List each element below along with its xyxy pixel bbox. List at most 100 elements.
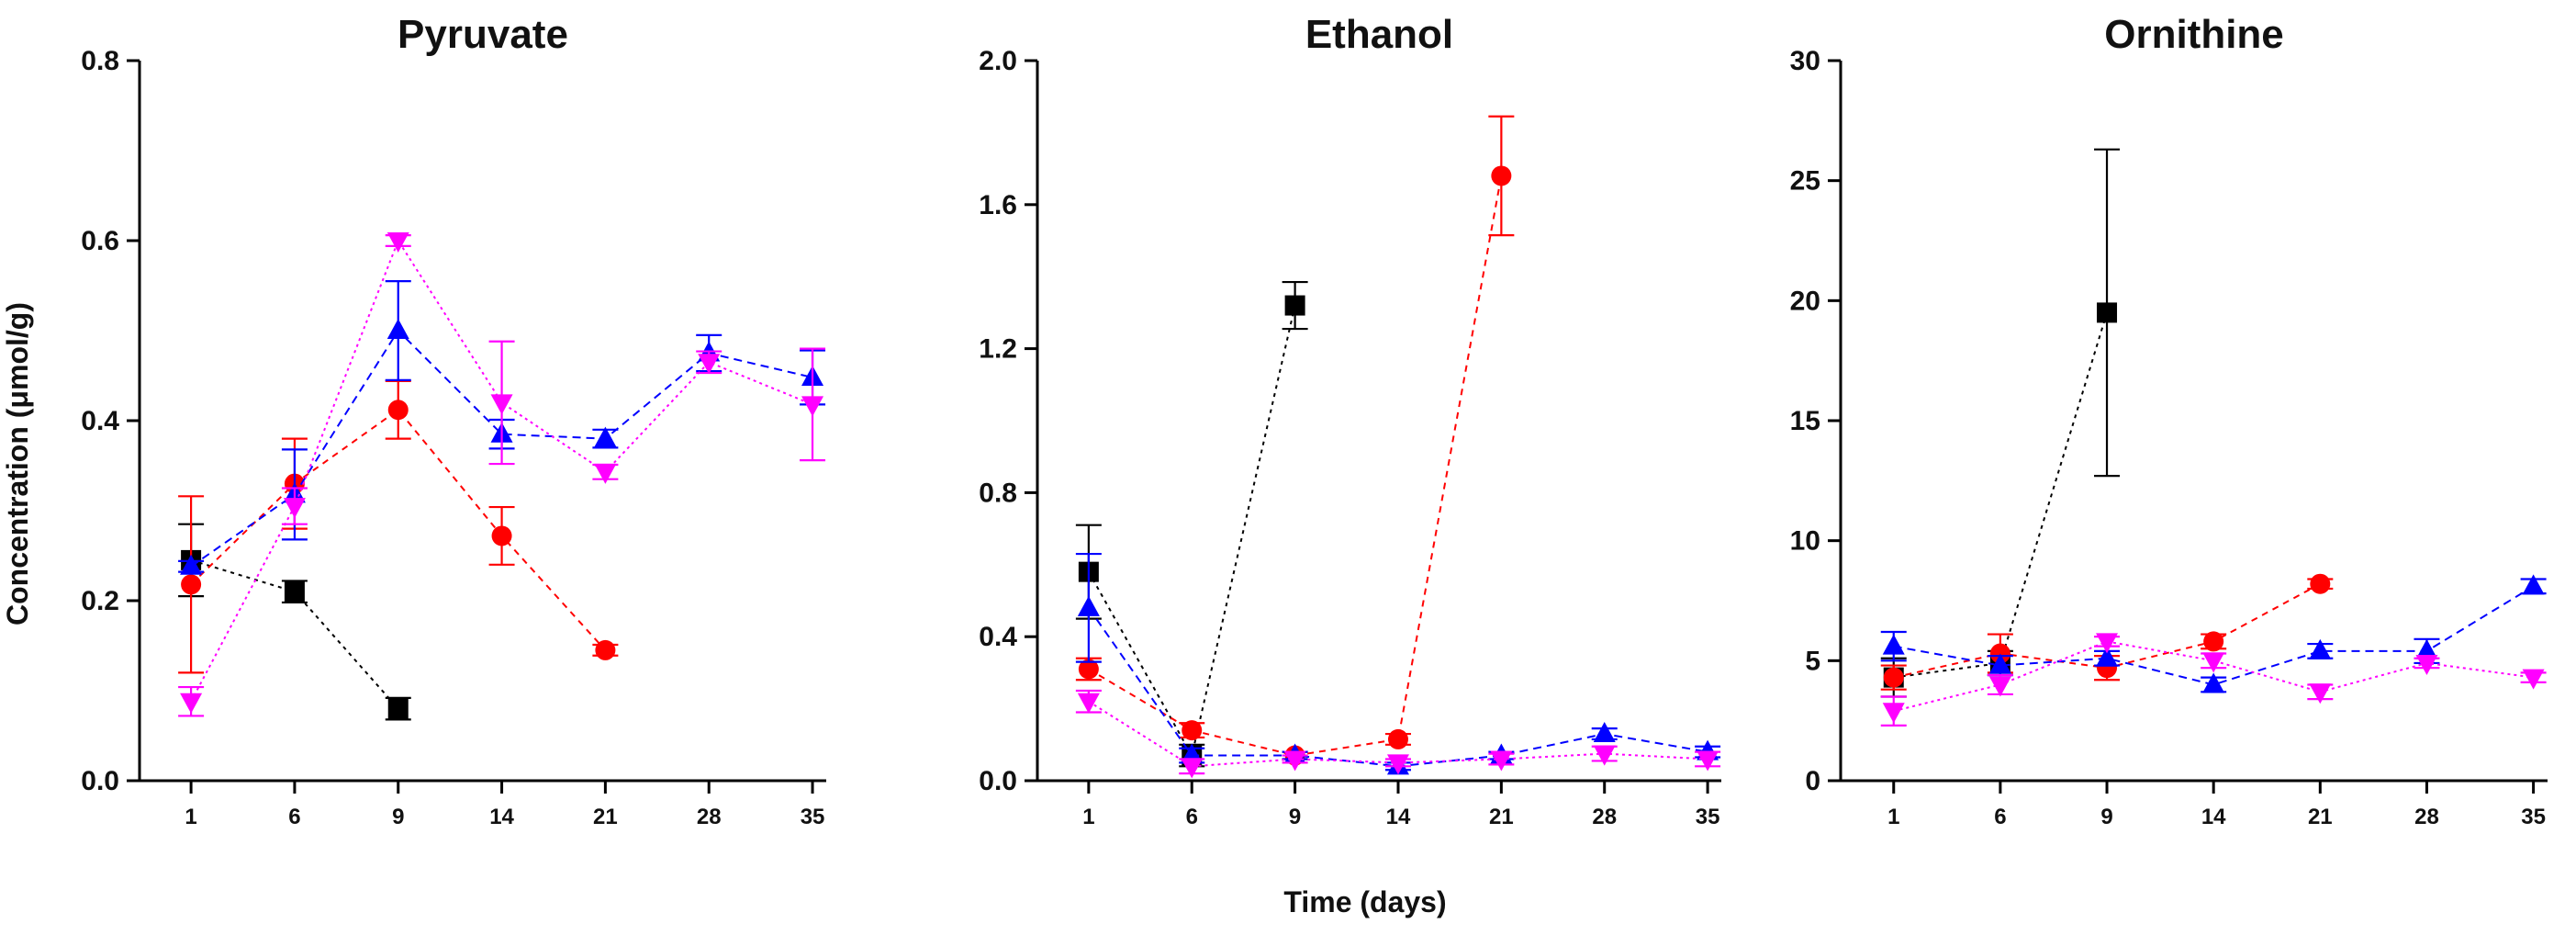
chart-ornithine: Ornithine 0 5 10 15 20 25 30 1 6 9 14 21 28 35 (1790, 12, 2548, 829)
data-point (1593, 722, 1616, 743)
y-axis-label: Concentration (μmol/g) (1, 302, 34, 625)
y-tick-label: 15 (1790, 406, 1820, 436)
data-point (180, 554, 203, 575)
y-tick-label: 1.6 (979, 190, 1017, 220)
data-point (1284, 295, 1305, 316)
x-tick-label: 6 (1186, 805, 1198, 829)
x-tick-label: 6 (288, 805, 300, 829)
y-tick-label: 20 (1790, 286, 1820, 316)
data-point (2310, 573, 2331, 594)
data-point (387, 698, 409, 719)
chart-title: Ornithine (2104, 12, 2284, 57)
data-point (386, 232, 409, 253)
data-point (1077, 693, 1100, 714)
x-tick-label: 14 (2201, 805, 2226, 829)
data-point (1181, 758, 1204, 779)
data-point (595, 639, 616, 660)
series-black (1880, 148, 2121, 698)
data-point (2096, 633, 2119, 654)
data-point (2415, 654, 2438, 675)
x-tick-label: 9 (1289, 805, 1301, 829)
data-point (1697, 750, 1719, 772)
series-red (1880, 573, 2334, 691)
x-axis-label: Time (days) (1283, 885, 1446, 918)
data-point (2522, 574, 2545, 595)
y-tick-label: 0.4 (81, 406, 119, 436)
data-point (1182, 720, 1203, 741)
x-tick-label: 1 (1082, 805, 1094, 829)
data-point (594, 426, 617, 447)
data-point (1386, 754, 1409, 775)
y-tick-label: 2.0 (979, 46, 1017, 76)
data-point (2096, 646, 2119, 667)
data-point (1593, 745, 1616, 766)
x-tick-label: 28 (697, 805, 722, 829)
x-tick-label: 28 (1592, 805, 1617, 829)
data-point (1283, 750, 1306, 772)
series-line (1893, 312, 2108, 679)
data-point (387, 400, 409, 421)
data-point (181, 574, 202, 595)
data-point (594, 463, 617, 484)
x-tick-label: 21 (593, 805, 618, 829)
series-magenta (1075, 689, 1721, 779)
y-tick-label: 5 (1805, 646, 1820, 676)
series-line (190, 238, 813, 703)
data-point (283, 498, 306, 519)
chart-title: Pyruvate (398, 12, 568, 57)
data-point (2097, 302, 2118, 323)
data-point (2415, 638, 2438, 659)
chart-title: Ethanol (1305, 12, 1453, 57)
y-tick-label: 0.0 (979, 766, 1017, 796)
data-point (1989, 643, 2010, 664)
x-tick-label: 14 (489, 805, 514, 829)
x-tick-label: 35 (801, 805, 825, 829)
data-point (1490, 750, 1513, 772)
series-line (1088, 175, 1503, 757)
series-line (190, 408, 607, 651)
x-tick-label: 1 (185, 805, 196, 829)
y-tick-label: 0.2 (81, 586, 119, 616)
x-tick-label: 35 (2521, 805, 2546, 829)
x-tick-label: 14 (1386, 805, 1411, 829)
x-tick-label: 28 (2414, 805, 2439, 829)
y-tick-label: 0.0 (81, 766, 119, 796)
data-point (490, 394, 513, 415)
data-point (2309, 683, 2332, 704)
data-point (180, 693, 203, 714)
x-tick-label: 35 (1696, 805, 1720, 829)
y-tick-label: 0.6 (81, 226, 119, 256)
data-point (2202, 652, 2225, 673)
data-point (1988, 676, 2011, 697)
data-point (801, 396, 824, 417)
data-point (1078, 659, 1099, 680)
x-tick-label: 9 (392, 805, 404, 829)
series-red (1075, 115, 1515, 766)
data-point (1491, 165, 1512, 186)
chart-ethanol: Ethanol 0.0 0.4 0.8 1.2 1.6 2.0 1 6 9 14 21 28 35 (979, 12, 1721, 829)
data-point (1387, 728, 1408, 749)
y-tick-label: 25 (1790, 166, 1820, 197)
y-tick-label: 0.4 (979, 622, 1017, 652)
x-tick-label: 21 (1489, 805, 1514, 829)
data-point (2202, 672, 2225, 693)
data-point (1883, 667, 1904, 688)
y-tick-label: 0.8 (979, 478, 1017, 508)
series-black (1075, 280, 1308, 768)
data-point (284, 581, 305, 603)
data-point (1077, 595, 1100, 616)
x-tick-label: 21 (2308, 805, 2333, 829)
data-point (1882, 634, 1905, 655)
series-magenta (1880, 633, 2547, 727)
chart-pyruvate: Pyruvate 0.0 0.2 0.4 0.6 0.8 1 6 9 14 21 28 35 (81, 12, 826, 829)
data-point (1988, 653, 2011, 674)
y-tick-label: 0 (1805, 766, 1820, 796)
data-point (1882, 703, 1905, 724)
series-red (178, 379, 619, 674)
x-tick-label: 9 (2100, 805, 2112, 829)
data-point (2522, 669, 2545, 690)
y-tick-label: 1.2 (979, 334, 1017, 365)
x-tick-label: 1 (1887, 805, 1899, 829)
